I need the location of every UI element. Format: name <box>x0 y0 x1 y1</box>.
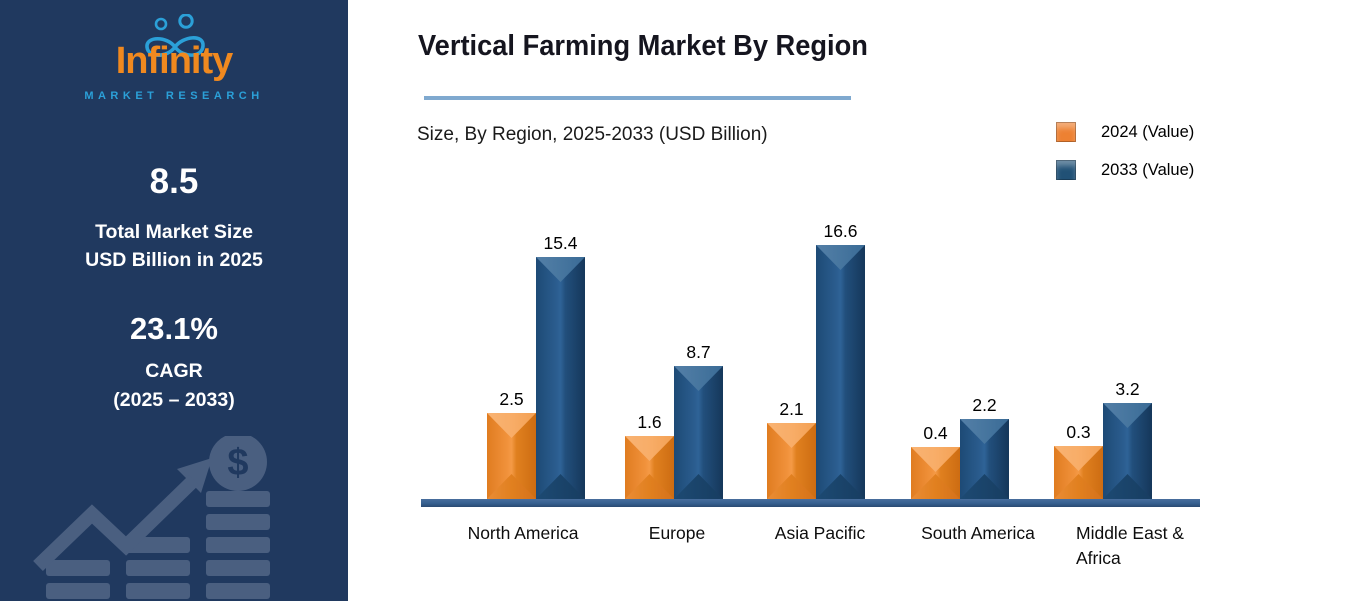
legend-swatch-2024 <box>1056 122 1076 142</box>
cagr-label: CAGR (2025 – 2033) <box>0 357 348 416</box>
cagr-value: 23.1% <box>130 310 218 346</box>
bar-bevel-bottom <box>1054 474 1103 499</box>
bar-bevel-bottom <box>625 474 674 499</box>
bar-bevel-top <box>960 419 1009 444</box>
total-market-size-value: 8.5 <box>149 162 199 201</box>
chart-subtitle: Size, By Region, 2025-2033 (USD Billion) <box>417 124 768 145</box>
x-axis-label-south-america: South America <box>921 523 1035 543</box>
bar-bevel-top <box>911 447 960 472</box>
x-axis-label-europe: Europe <box>648 523 706 543</box>
bar-bevel-top <box>625 436 674 461</box>
bar-bevel-top <box>1103 403 1152 428</box>
bar-bevel-bottom <box>767 474 816 499</box>
bar-group-asia-pacific: 2.1 16.6 <box>767 221 865 499</box>
bar-value-label: 2.1 <box>779 399 804 419</box>
bar-value-label: 15.4 <box>543 233 578 253</box>
svg-text:$: $ <box>227 442 248 484</box>
bar-bevel-bottom <box>960 474 1009 499</box>
bar-bevel-bottom <box>816 474 865 499</box>
x-axis-label-middle-east-africa: Middle East & Africa <box>1076 523 1184 568</box>
legend-item-2033: 2033 (Value) <box>1056 160 1194 180</box>
x-axis-label-north-america: North America <box>467 523 579 543</box>
company-logo: Infinity MARKET RESEARCH <box>0 10 348 120</box>
bar-value-label: 0.3 <box>1066 422 1091 442</box>
bar-bevel-bottom <box>487 474 536 499</box>
bar-2033-europe: 8.7 <box>674 342 723 499</box>
legend-swatch-2033 <box>1056 160 1076 180</box>
bar-group-south-america: 0.4 2.2 <box>911 395 1009 499</box>
brand-tagline: MARKET RESEARCH <box>84 90 264 102</box>
bar-2033-middle-east-africa: 3.2 <box>1103 379 1152 499</box>
bar-bevel-bottom <box>536 474 585 499</box>
bar-group-europe: 1.6 8.7 <box>625 342 723 499</box>
bar-value-label: 2.5 <box>499 389 524 409</box>
chart-legend: 2024 (Value) 2033 (Value) <box>1056 122 1194 198</box>
total-market-size-label-line1: Total Market Size <box>95 221 253 243</box>
bar-2024-south-america: 0.4 <box>911 423 960 499</box>
bar-value-label: 1.6 <box>637 412 662 432</box>
bar-2033-asia-pacific: 16.6 <box>816 221 865 499</box>
cagr-label-line1: CAGR <box>145 359 203 382</box>
bar-bevel-bottom <box>674 474 723 499</box>
bar-group-north-america: 2.5 15.4 <box>487 233 585 499</box>
bar-2024-europe: 1.6 <box>625 412 674 499</box>
legend-label-2024: 2024 (Value) <box>1101 122 1195 141</box>
bar-value-label: 8.7 <box>686 342 711 362</box>
legend-label-2033: 2033 (Value) <box>1101 160 1195 179</box>
title-underline <box>424 96 851 100</box>
total-market-size-label-line2: USD Billion in 2025 <box>85 249 263 272</box>
bar-2033-north-america: 15.4 <box>536 233 585 499</box>
bar-bevel-top <box>487 413 536 438</box>
sidebar: Infinity MARKET RESEARCH 8.5 Total Marke… <box>0 0 348 601</box>
total-market-size-label: Total Market Size USD Billion in 2025 <box>0 218 348 275</box>
brand-name: Infinity <box>115 40 234 82</box>
bar-2033-south-america: 2.2 <box>960 395 1009 499</box>
dollar-growth-chart-icon: $ <box>33 436 270 599</box>
infinity-loop-icon <box>145 14 205 58</box>
bar-value-label: 0.4 <box>923 423 948 443</box>
bar-2024-north-america: 2.5 <box>487 389 536 499</box>
page-title: Vertical Farming Market By Region <box>418 30 868 62</box>
bar-bevel-top <box>536 257 585 282</box>
bar-bevel-top <box>1054 446 1103 471</box>
bar-group-middle-east-africa: 0.3 3.2 <box>1054 379 1152 499</box>
x-axis-line <box>421 499 1200 507</box>
bar-2024-middle-east-africa: 0.3 <box>1054 422 1103 499</box>
sidebar-stats: 8.5 Total Market Size USD Billion in 202… <box>0 162 348 415</box>
bar-value-label: 16.6 <box>823 221 858 241</box>
bar-value-label: 2.2 <box>972 395 997 415</box>
x-axis-label-asia-pacific: Asia Pacific <box>774 523 866 543</box>
bar-value-label: 3.2 <box>1115 379 1140 399</box>
legend-item-2024: 2024 (Value) <box>1056 122 1194 142</box>
bar-bevel-bottom <box>1103 474 1152 499</box>
bar-2024-asia-pacific: 2.1 <box>767 399 816 499</box>
bar-bevel-top <box>767 423 816 448</box>
cagr-label-line2: (2025 – 2033) <box>113 388 235 411</box>
bar-bevel-bottom <box>911 474 960 499</box>
bar-bevel-top <box>816 245 865 270</box>
bar-bevel-top <box>674 366 723 391</box>
